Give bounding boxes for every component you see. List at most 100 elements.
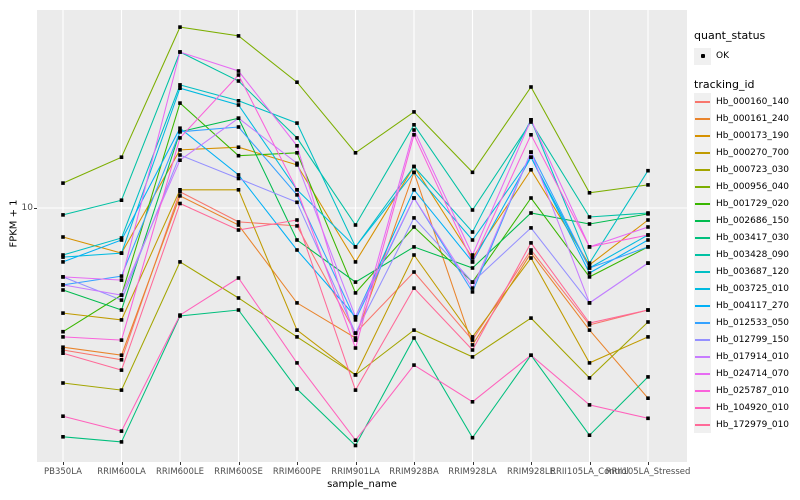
data-point-marker	[529, 226, 533, 230]
legend-label: Hb_003417_030	[716, 232, 790, 243]
legend-key	[694, 280, 711, 297]
data-point-marker	[295, 161, 299, 166]
x-tick-label: RRIM600SE	[214, 467, 263, 477]
data-point-marker	[587, 433, 592, 437]
data-point-marker	[529, 85, 533, 89]
data-point-marker	[61, 414, 65, 418]
data-point-marker	[412, 286, 416, 290]
data-point-marker	[178, 313, 182, 317]
legend-key-line-icon	[695, 287, 710, 290]
legend-label: Hb_003428_090	[716, 249, 790, 260]
legend-label: Hb_002686_150	[716, 215, 790, 226]
x-tick-label: RRII105LA_Control	[550, 467, 629, 477]
data-point-marker	[236, 116, 241, 120]
legend-key-line-icon	[695, 338, 710, 341]
data-point-marker	[412, 170, 416, 175]
legend-label: Hb_172979_010	[716, 419, 790, 430]
data-point-marker	[119, 236, 124, 240]
data-point-marker	[119, 388, 124, 392]
data-point-marker	[61, 335, 65, 339]
legend-key-line-icon	[695, 372, 710, 375]
legend-key-line-icon	[695, 151, 710, 154]
data-point-marker	[119, 198, 124, 202]
data-point-marker	[119, 251, 124, 255]
legend-key-line-icon	[695, 423, 710, 426]
x-tick-label: RRIM600PE	[272, 467, 322, 477]
legend-item-tracking-id: Hb_000956_040	[694, 178, 798, 195]
data-point-marker	[646, 308, 650, 312]
data-point-marker	[119, 308, 124, 312]
legend-key	[694, 365, 711, 382]
data-point-marker	[119, 338, 124, 342]
legend-item-tracking-id: Hb_003687_120	[694, 263, 798, 280]
data-point-marker	[178, 25, 182, 29]
legend-key-line-icon	[695, 117, 710, 120]
data-point-marker	[295, 193, 299, 197]
data-point-marker	[353, 331, 358, 335]
legend-key	[694, 382, 711, 399]
data-point-marker	[178, 201, 182, 206]
data-point-marker	[295, 200, 299, 205]
data-point-marker	[529, 155, 533, 159]
data-point-marker	[587, 376, 592, 380]
x-tick-mark	[531, 462, 532, 465]
legend-label: OK	[716, 51, 729, 61]
data-point-marker	[353, 443, 358, 448]
data-point-marker	[470, 230, 475, 234]
legend-key-line-icon	[695, 219, 710, 222]
data-point-marker	[61, 253, 65, 257]
legend-key	[694, 212, 711, 229]
data-point-marker	[587, 245, 592, 249]
data-point-marker	[295, 151, 299, 155]
data-point-marker	[529, 150, 533, 154]
legend-quant-items: OK	[694, 47, 798, 65]
data-point-marker	[470, 335, 475, 339]
data-point-marker	[470, 290, 475, 294]
data-point-marker	[470, 355, 475, 359]
data-point-marker	[646, 183, 650, 187]
x-tick-mark	[180, 462, 181, 465]
legend-item-tracking-id: Hb_025787_010	[694, 382, 798, 399]
legend-key	[694, 348, 711, 365]
data-point-marker	[587, 328, 592, 332]
data-point-marker	[178, 130, 182, 134]
legend-key	[694, 144, 711, 161]
data-point-marker	[529, 353, 533, 357]
data-point-marker	[61, 348, 65, 352]
x-tick-label: RRIM928LE	[507, 467, 555, 477]
legend-item-tracking-id: Hb_000270_700	[694, 144, 798, 161]
legend-key	[694, 246, 711, 263]
data-point-marker	[353, 346, 358, 350]
data-point-marker	[646, 238, 650, 242]
data-point-marker	[236, 79, 241, 83]
x-tick-mark	[63, 462, 64, 465]
data-point-marker	[236, 188, 241, 192]
data-point-marker	[236, 223, 241, 227]
legend-label: Hb_000723_030	[716, 164, 790, 175]
data-point-marker	[412, 164, 416, 169]
legend-key-line-icon	[695, 134, 710, 137]
legend-key	[694, 178, 711, 195]
data-point-marker	[61, 283, 65, 287]
legend-item-tracking-id: Hb_002686_150	[694, 212, 798, 229]
data-point-marker	[529, 211, 533, 215]
legend-key-line-icon	[695, 202, 710, 205]
data-point-marker	[353, 245, 358, 249]
data-point-marker	[646, 168, 650, 173]
x-tick-mark	[238, 462, 240, 465]
data-point-marker	[178, 136, 182, 140]
data-point-marker	[412, 110, 416, 114]
data-point-marker	[178, 86, 182, 90]
legend-label: Hb_000956_040	[716, 181, 790, 192]
data-point-marker	[646, 335, 650, 339]
data-point-marker	[353, 223, 358, 227]
x-tick-label: RRII105LA_Stressed	[605, 467, 691, 477]
data-point-marker	[61, 311, 65, 315]
legend-item-tracking-id: Hb_024714_070	[694, 365, 798, 382]
legend-key	[694, 297, 711, 314]
legend-item-tracking-id: Hb_000160_140	[694, 93, 798, 110]
data-point-marker	[295, 188, 299, 192]
data-point-marker	[61, 235, 65, 239]
x-tick-mark	[472, 462, 474, 465]
data-point-marker	[178, 153, 182, 157]
